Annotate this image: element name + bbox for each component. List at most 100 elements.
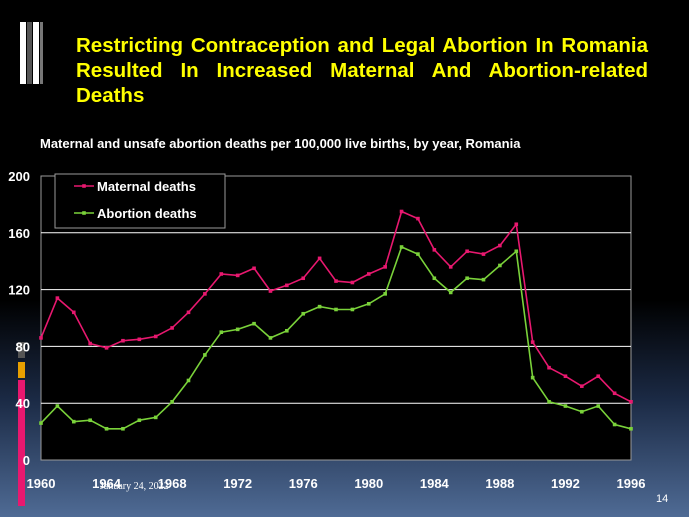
decorative-bars [18,22,43,506]
data-point [530,340,535,344]
data-point [416,252,420,256]
data-point [39,421,43,425]
data-point [383,292,387,296]
data-point [268,289,273,293]
data-point [219,330,224,334]
data-point [432,276,437,281]
legend-swatch-marker [82,184,86,188]
data-point [252,266,256,271]
data-point [317,304,322,309]
data-point [252,321,256,326]
data-point [448,290,453,295]
data-point [383,265,387,269]
data-point [268,336,273,340]
data-point [235,273,240,278]
legend-label: Maternal deaths [97,179,196,194]
data-point [498,243,502,248]
data-point [153,415,158,420]
data-point [612,422,617,427]
legend-box [54,173,226,229]
data-point [301,276,306,281]
data-point [629,399,633,404]
x-tick-label: 1980 [354,476,383,491]
x-tick-label: 1972 [223,476,252,491]
data-point [399,245,404,249]
x-tick-label: 1992 [551,476,580,491]
data-point [366,302,371,306]
data-point [121,338,125,343]
data-point [481,277,486,282]
data-point [547,399,551,404]
data-point [432,248,437,252]
data-point [563,404,568,408]
data-point [203,353,207,357]
data-point [203,292,207,296]
slide-date: January 24, 2022 [100,481,169,492]
data-point [481,252,486,256]
data-point [137,418,142,423]
y-tick-label: 160 [8,226,30,241]
data-point [71,310,76,315]
data-point [334,279,338,283]
x-tick-label: 1968 [158,476,187,491]
legend-label: Abortion deaths [97,206,197,221]
data-point [285,283,289,288]
chart-subtitle: Maternal and unsafe abortion deaths per … [40,136,521,151]
x-tick-label: 1996 [617,476,646,491]
data-point [137,337,142,342]
data-point [285,328,289,333]
data-point [186,310,191,315]
data-point [88,418,92,423]
data-point [55,296,60,300]
data-point [334,307,338,312]
data-point [170,326,174,330]
data-point [317,256,322,261]
data-point [416,216,420,221]
data-point [366,272,371,276]
data-point [71,419,76,424]
y-tick-label: 200 [8,169,30,184]
y-tick-label: 80 [16,339,30,354]
x-tick-label: 1988 [485,476,514,491]
data-point [514,222,519,227]
data-point [514,249,519,254]
data-point [530,375,535,380]
data-point [448,265,453,269]
data-point [399,209,404,214]
data-point [563,374,568,379]
y-tick-label: 120 [8,283,30,298]
x-tick-label: 1964 [92,476,122,491]
data-point [301,311,306,316]
data-point [350,307,355,312]
data-point [219,272,224,276]
y-tick-label: 0 [23,453,30,468]
data-point [153,334,158,339]
data-point [186,378,191,383]
data-point [39,336,43,340]
data-point [629,426,633,431]
data-point [596,374,601,379]
data-point [547,365,551,370]
data-point [55,404,60,408]
x-tick-label: 1984 [420,476,450,491]
x-tick-label: 1976 [289,476,318,491]
data-point [580,409,584,414]
data-point [612,391,617,396]
data-point [235,327,240,332]
y-tick-label: 40 [16,396,30,411]
data-point [596,404,601,408]
data-point [121,426,125,431]
data-point [170,399,174,404]
data-point [104,346,109,350]
x-tick-label: 1960 [27,476,56,491]
data-point [498,263,502,268]
data-point [465,249,469,254]
data-point [580,384,584,388]
legend-swatch-marker [82,211,86,215]
data-point [350,280,355,285]
page-number: 14 [656,493,669,505]
slide-title: Restricting Contraception and Legal Abor… [76,34,648,107]
data-point [88,341,92,346]
